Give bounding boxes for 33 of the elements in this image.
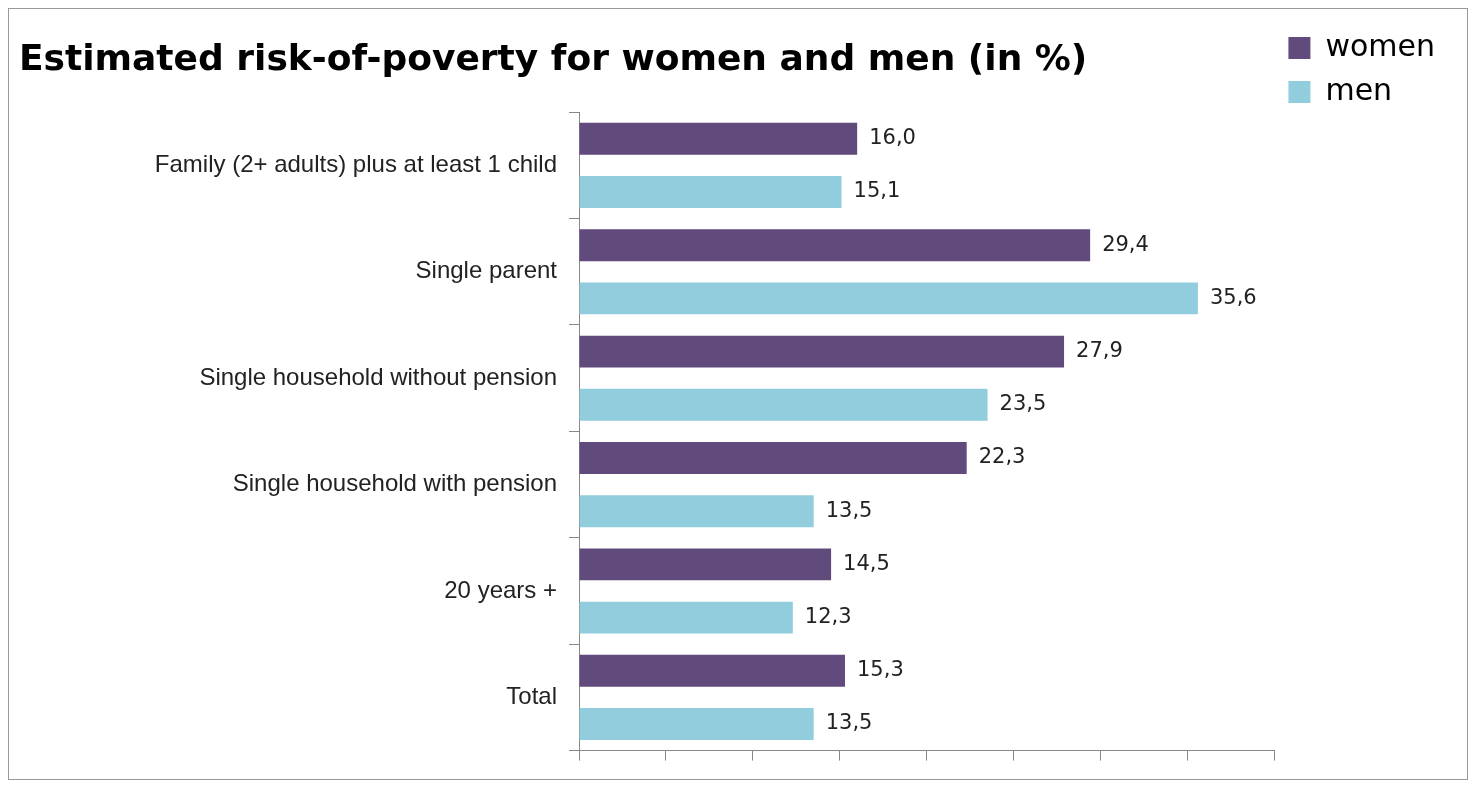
y-tick-label: Total bbox=[506, 682, 557, 710]
bar bbox=[579, 176, 842, 208]
bar bbox=[579, 495, 814, 528]
bar bbox=[579, 654, 845, 687]
data-label: 22,3 bbox=[978, 444, 1026, 469]
data-label: 13,5 bbox=[825, 497, 873, 522]
y-tick-label: Family (2+ adults) plus at least 1 child bbox=[154, 150, 557, 178]
data-label: 13,5 bbox=[825, 710, 873, 735]
data-label: 23,5 bbox=[999, 391, 1047, 416]
data-label: 15,1 bbox=[853, 178, 901, 203]
bar bbox=[579, 442, 967, 474]
bar bbox=[579, 282, 1198, 315]
data-label: 29,4 bbox=[1102, 231, 1149, 256]
bar bbox=[579, 122, 858, 155]
chart-title: Estimated risk-of-poverty for women and men (in %) bbox=[19, 36, 1088, 78]
data-label: 15,3 bbox=[857, 657, 904, 682]
y-tick-label: 20 years + bbox=[444, 575, 557, 603]
bar bbox=[579, 388, 988, 421]
data-label: 16,0 bbox=[869, 125, 916, 150]
data-label: 35,6 bbox=[1209, 284, 1257, 309]
data-label: 27,9 bbox=[1076, 338, 1123, 363]
bar bbox=[579, 335, 1065, 368]
bar bbox=[579, 601, 793, 634]
bar bbox=[579, 708, 814, 740]
data-label: 12,3 bbox=[804, 604, 852, 629]
bar bbox=[579, 229, 1091, 262]
data-label: 14,5 bbox=[843, 550, 890, 575]
bar bbox=[579, 548, 832, 581]
legend-label: men bbox=[1325, 71, 1393, 107]
y-tick-label: Single parent bbox=[415, 256, 558, 284]
legend-label: women bbox=[1325, 27, 1436, 63]
y-tick-label: Single household with pension bbox=[232, 469, 557, 497]
y-tick-label: Single household without pension bbox=[199, 362, 557, 390]
